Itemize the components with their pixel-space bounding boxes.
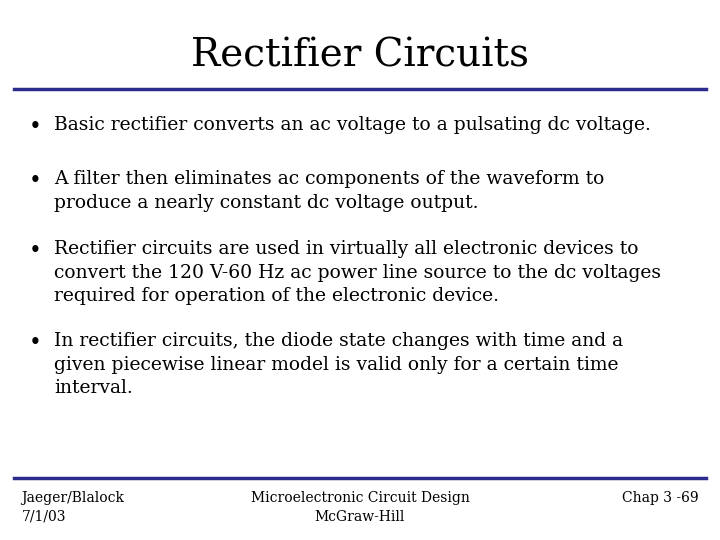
Text: •: • bbox=[29, 240, 42, 262]
Text: Microelectronic Circuit Design
McGraw-Hill: Microelectronic Circuit Design McGraw-Hi… bbox=[251, 491, 469, 524]
Text: Rectifier Circuits: Rectifier Circuits bbox=[191, 38, 529, 75]
Text: Basic rectifier converts an ac voltage to a pulsating dc voltage.: Basic rectifier converts an ac voltage t… bbox=[54, 116, 651, 134]
Text: •: • bbox=[29, 116, 42, 138]
Text: Chap 3 -69: Chap 3 -69 bbox=[622, 491, 698, 505]
Text: Rectifier circuits are used in virtually all electronic devices to
convert the 1: Rectifier circuits are used in virtually… bbox=[54, 240, 661, 306]
Text: In rectifier circuits, the diode state changes with time and a
given piecewise l: In rectifier circuits, the diode state c… bbox=[54, 332, 623, 397]
Text: •: • bbox=[29, 332, 42, 354]
Text: Jaeger/Blalock
7/1/03: Jaeger/Blalock 7/1/03 bbox=[22, 491, 125, 524]
Text: A filter then eliminates ac components of the waveform to
produce a nearly const: A filter then eliminates ac components o… bbox=[54, 170, 604, 212]
Text: •: • bbox=[29, 170, 42, 192]
